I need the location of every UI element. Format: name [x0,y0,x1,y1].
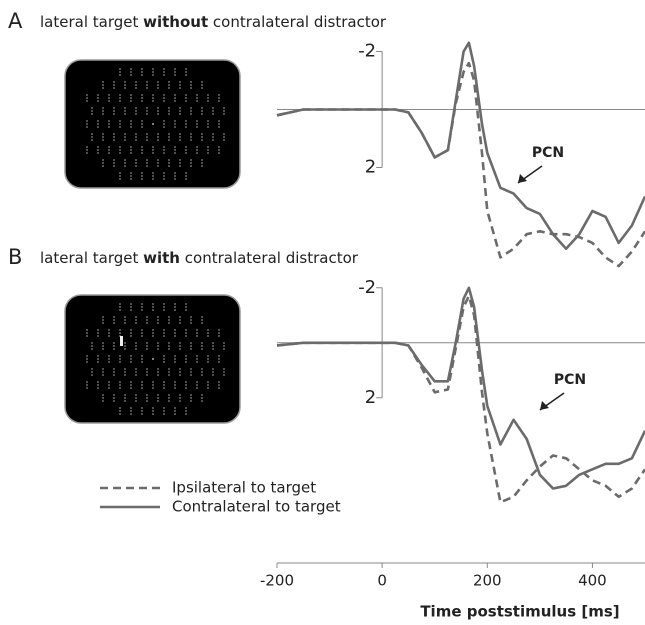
y-tick-label: 2 [365,157,376,178]
series-line [276,41,645,250]
y-tick-label: 2 [365,387,376,408]
panel-title: lateral target with contralateral distra… [40,249,359,267]
title-part: contralateral distractor [180,249,359,267]
y-tick-label: -2 [358,277,376,298]
annotation: PCN [554,372,586,388]
fixation-dot [152,123,154,125]
x-tick-label: 0 [377,572,387,590]
title-part: with [143,249,180,267]
panel-letter: B [8,245,22,269]
legend-label: Ipsilateral to target [172,479,316,497]
panel-letter: A [8,9,23,33]
series-line [276,286,645,490]
series-line [276,61,645,268]
panel-title: lateral target without contralateral dis… [40,13,387,31]
legend-label: Contralateral to target [172,498,341,516]
distractor [120,336,123,346]
x-axis-label: Time poststimulus [ms] [420,603,619,621]
fixation-dot [152,358,154,360]
x-tick-label: 200 [473,572,502,590]
title-part: contralateral distractor [208,13,387,31]
arrow-head [518,174,527,183]
annotation: PCN [532,145,564,161]
title-part: lateral target [40,249,143,267]
title-part: lateral target [40,13,143,31]
x-tick-label: 400 [578,572,607,590]
y-tick-label: -2 [358,41,376,62]
arrow-head [540,401,549,410]
x-tick-label: -200 [260,572,294,590]
title-part: without [143,13,208,31]
